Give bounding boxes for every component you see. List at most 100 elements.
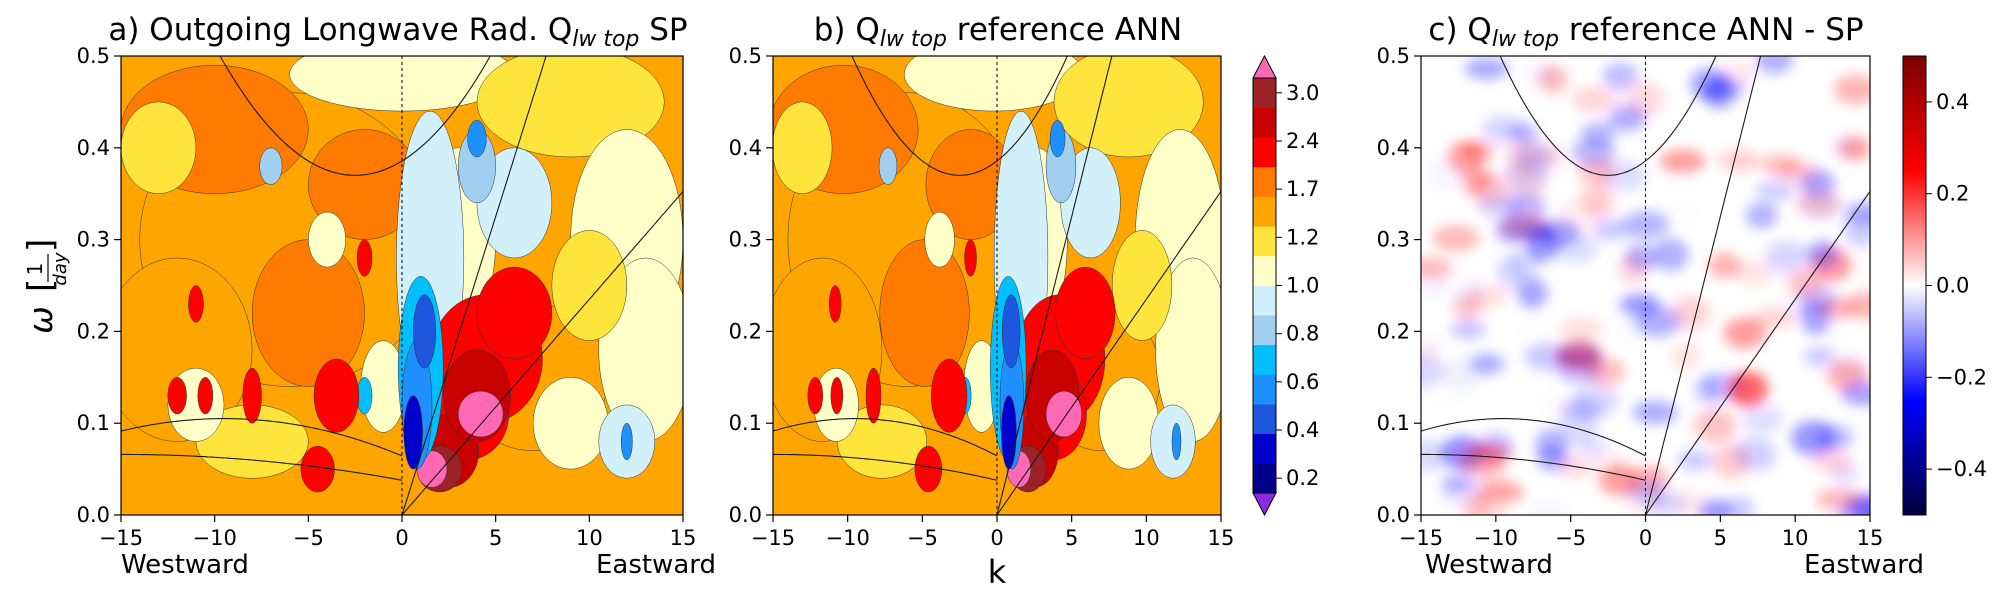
x-tick-label: −10 [1474, 526, 1518, 550]
contour-region [197, 377, 214, 415]
contour-region [551, 230, 628, 341]
panel-c: −15 −10 −5 0 5 10 15 0.0 0.1 0.2 0.3 0.4 0.5 c) Qlw … [1377, 12, 1924, 580]
y-tick-label: 0.4 [729, 136, 762, 160]
difference-patch [1811, 450, 1853, 472]
difference-patch [1741, 404, 1784, 434]
contour-region [242, 367, 262, 424]
colorbar-level [1253, 255, 1276, 286]
difference-patch [1755, 56, 1794, 74]
difference-patch [1669, 202, 1699, 222]
x-tick-label: 15 [1208, 526, 1235, 550]
contour-region [964, 239, 977, 277]
colorbar-ratio: 0.2 0.4 0.6 0.8 1.0 1.2 1.7 2.4 3.0 [1252, 54, 1319, 517]
contour-region [121, 101, 197, 194]
contour-region [1055, 266, 1116, 360]
panel-b-xlabel: k [988, 553, 1007, 591]
colorbar-diff-tick-label: −0.4 [1936, 457, 1987, 481]
colorbar-tick-label: 0.2 [1286, 466, 1319, 490]
difference-patch [1447, 140, 1484, 175]
panel-c-dispersion-curves [1421, 56, 1870, 515]
panel-b-field [773, 56, 1221, 515]
difference-patch [1482, 115, 1525, 144]
colorbar-tick-label: 3.0 [1286, 81, 1319, 105]
difference-patch [1693, 408, 1737, 443]
difference-patch [1608, 104, 1647, 131]
panel-b-contours [773, 56, 1221, 493]
colorbar-level [1253, 433, 1276, 464]
panel-c-axes: −15 −10 −5 0 5 10 15 0.0 0.1 0.2 0.3 0.4 0.5 [1377, 44, 1884, 550]
difference-patch [1427, 383, 1466, 411]
y-tick-label: 0.1 [1377, 411, 1410, 435]
colorbar-diff: −0.4 −0.2 0.0 0.2 0.4 [1902, 55, 1987, 516]
difference-patch [1745, 201, 1778, 229]
panel-c-difference-field [1421, 56, 1870, 515]
x-tick-label: 10 [1133, 526, 1160, 550]
y-axis-bracket-close: ] [21, 239, 61, 252]
x-tick-label: 5 [1065, 526, 1078, 550]
y-tick-label: 0.5 [729, 44, 762, 68]
colorbar-level [1253, 107, 1276, 138]
x-tick-label: 10 [1782, 526, 1809, 550]
eastward-label-a: Eastward [596, 550, 716, 580]
panel-a: −15 −10 −5 0 5 10 15 0.0 0.1 0.2 0.3 0.4 0.5 a) Outg… [21, 12, 716, 580]
difference-patch [1535, 428, 1570, 459]
panel-a-dispersion-curves [121, 56, 683, 515]
x-tick-label: −15 [99, 526, 143, 550]
difference-patch [1622, 210, 1670, 239]
contour-region [1053, 56, 1204, 158]
contour-region [313, 358, 360, 433]
difference-patch [1421, 257, 1453, 280]
difference-patch [1592, 217, 1629, 241]
colorbar-level [1253, 344, 1276, 375]
contour-region [1049, 120, 1066, 158]
difference-patch [1834, 74, 1870, 105]
colorbar-diff-gradient [1902, 55, 1927, 516]
difference-patch [1527, 60, 1559, 88]
difference-patch [1734, 259, 1775, 287]
difference-patch [1556, 340, 1602, 371]
difference-patch [1723, 496, 1754, 515]
y-tick-label: 0.2 [729, 319, 762, 343]
difference-patch [1505, 141, 1538, 173]
x-tick-label: 5 [489, 526, 502, 550]
difference-patch [1558, 195, 1602, 231]
difference-patch [1759, 153, 1802, 176]
difference-patch [1800, 300, 1831, 336]
y-tick-label: 0.3 [1377, 228, 1410, 252]
colorbar-level [1253, 374, 1276, 405]
y-axis-frac-den: day [50, 252, 71, 285]
difference-patch [1723, 317, 1766, 349]
eastward-label-c: Eastward [1804, 550, 1924, 580]
y-axis-label: ω [ 1 day ] [21, 239, 71, 334]
colorbar-diff-tick-label: 0.0 [1936, 274, 1969, 298]
contour-region [865, 367, 882, 424]
difference-patch [1787, 268, 1824, 298]
colorbar-tick-label: 0.6 [1286, 370, 1319, 394]
difference-patch [1699, 499, 1731, 515]
x-tick-label: 5 [1714, 526, 1727, 550]
colorbar-under-arrow [1252, 492, 1277, 517]
contour-region [914, 445, 943, 493]
difference-patch [1571, 85, 1618, 113]
panel-b: −15 −10 −5 0 5 10 15 0.0 0.1 0.2 0.3 0.4 0.5 b) Qlw … [729, 12, 1235, 591]
dispersion-curve [401, 56, 547, 515]
difference-patch [1516, 320, 1551, 340]
x-tick-label: 0 [1639, 526, 1652, 550]
x-tick-label: 15 [670, 526, 697, 550]
y-tick-label: 0.4 [1377, 136, 1410, 160]
colorbar-level [1253, 137, 1276, 168]
panel-c-title: c) Qlw top reference ANN - SP [1428, 12, 1863, 52]
contour-region [773, 101, 833, 194]
y-tick-label: 0.0 [1377, 503, 1410, 527]
y-tick-label: 0.2 [1377, 319, 1410, 343]
panel-a-title: a) Outgoing Longwave Rad. Qlw top SP [108, 12, 687, 52]
dispersion-curve [996, 191, 1221, 515]
colorbar-tick-label: 2.4 [1286, 129, 1319, 153]
difference-patch [1815, 424, 1854, 452]
difference-patch [1469, 353, 1505, 375]
y-tick-label: 0.5 [77, 44, 110, 68]
x-tick-label: −5 [907, 526, 938, 550]
panel-a-axes: −15 −10 −5 0 5 10 15 0.0 0.1 0.2 0.3 0.4 0.5 [77, 44, 697, 550]
difference-patch [1632, 400, 1678, 425]
colorbar-over-arrow [1252, 54, 1277, 79]
